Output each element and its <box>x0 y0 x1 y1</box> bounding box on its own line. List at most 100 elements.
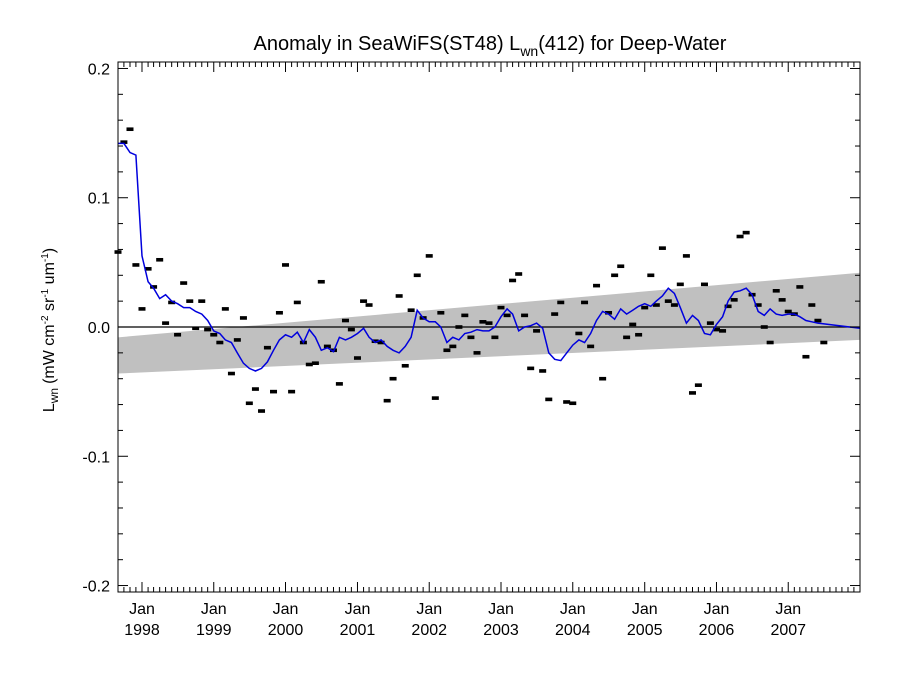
y-tick-label: 0.0 <box>88 320 110 337</box>
x-tick-month: Jan <box>488 601 514 618</box>
x-tick-month: Jan <box>129 601 155 618</box>
data-point <box>652 303 660 307</box>
data-point <box>335 382 343 386</box>
data-point <box>784 309 792 314</box>
data-point <box>778 298 786 302</box>
data-point <box>275 310 283 315</box>
data-point <box>293 300 301 305</box>
data-point <box>233 338 241 342</box>
data-point <box>796 285 804 289</box>
chart-title: Anomaly in SeaWiFS(ST48) Lwn(412) for De… <box>254 33 727 59</box>
data-point <box>635 332 643 337</box>
data-point <box>772 289 780 293</box>
data-point <box>754 303 762 307</box>
data-point <box>317 279 325 284</box>
data-point <box>132 263 140 267</box>
data-point <box>545 397 553 402</box>
data-point <box>305 362 313 367</box>
data-point <box>491 335 499 340</box>
x-tick-month: Jan <box>416 601 442 618</box>
y-tick-label: -0.1 <box>82 449 110 466</box>
data-point <box>216 340 224 345</box>
data-point <box>461 313 469 318</box>
data-point <box>479 320 487 324</box>
data-point <box>808 303 816 307</box>
x-axis: Jan 1998 Jan 1999 Jan 2000 Jan 2001 Jan 2002 Jan 20… <box>117 62 861 639</box>
data-point <box>551 312 559 316</box>
data-point <box>180 281 188 285</box>
data-point <box>485 321 493 325</box>
data-point <box>150 285 158 289</box>
data-point <box>263 345 271 350</box>
data-point <box>814 318 822 323</box>
data-point <box>311 361 319 365</box>
data-point <box>282 263 290 267</box>
data-point <box>706 321 714 325</box>
y-tick-label: -0.2 <box>82 579 110 596</box>
data-point <box>742 230 750 235</box>
data-point <box>221 307 229 311</box>
data-point <box>126 127 134 132</box>
data-point <box>395 294 403 298</box>
data-point <box>539 369 547 373</box>
data-point <box>174 332 182 337</box>
data-point <box>766 340 774 345</box>
points-layer <box>114 127 828 413</box>
data-point <box>425 254 433 258</box>
data-point <box>533 329 541 333</box>
data-point <box>593 283 601 288</box>
x-tick-year: 1999 <box>196 622 232 639</box>
data-point <box>605 310 613 315</box>
data-point <box>712 327 720 332</box>
data-point <box>641 305 649 310</box>
data-point <box>323 344 331 349</box>
data-point <box>341 318 349 323</box>
data-point <box>401 363 409 368</box>
data-point <box>473 351 481 355</box>
data-point <box>557 300 565 305</box>
data-point <box>288 389 296 394</box>
y-tick-label: 0.2 <box>88 61 110 78</box>
data-point <box>443 348 451 353</box>
data-point <box>719 329 727 333</box>
data-point <box>449 344 457 349</box>
data-point <box>820 340 828 345</box>
x-tick-year: 2004 <box>555 622 591 639</box>
y-axis-label: Lwn(mW cm-2 sr-1 um-1) <box>40 248 61 412</box>
data-point <box>204 327 212 332</box>
data-point <box>736 234 744 239</box>
data-point <box>611 273 619 278</box>
x-tick-month: Jan <box>273 601 299 618</box>
data-point <box>527 366 535 371</box>
data-point <box>144 267 152 271</box>
data-point <box>509 278 517 283</box>
x-tick-year: 2002 <box>411 622 447 639</box>
data-point <box>682 254 690 258</box>
x-tick-year: 2006 <box>699 622 735 639</box>
data-point <box>383 398 391 403</box>
data-point <box>437 310 445 315</box>
x-tick-month: Jan <box>201 601 227 618</box>
data-point <box>168 300 176 305</box>
data-point <box>599 376 607 381</box>
data-point <box>658 246 666 250</box>
data-point <box>694 383 702 387</box>
data-point <box>407 308 415 312</box>
data-point <box>629 322 637 327</box>
data-point <box>730 298 738 302</box>
data-point <box>455 325 463 329</box>
y-tick-label: 0.1 <box>88 191 110 208</box>
data-point <box>156 257 164 262</box>
data-point <box>467 335 475 340</box>
data-point <box>724 304 732 309</box>
data-point <box>138 307 146 311</box>
data-point <box>347 327 355 332</box>
x-tick-year: 1998 <box>124 622 160 639</box>
data-point <box>186 299 194 303</box>
x-tick-month: Jan <box>560 601 586 618</box>
x-tick-month: Jan <box>775 601 801 618</box>
data-point <box>360 299 368 303</box>
data-point <box>623 335 631 340</box>
data-point <box>251 387 259 391</box>
